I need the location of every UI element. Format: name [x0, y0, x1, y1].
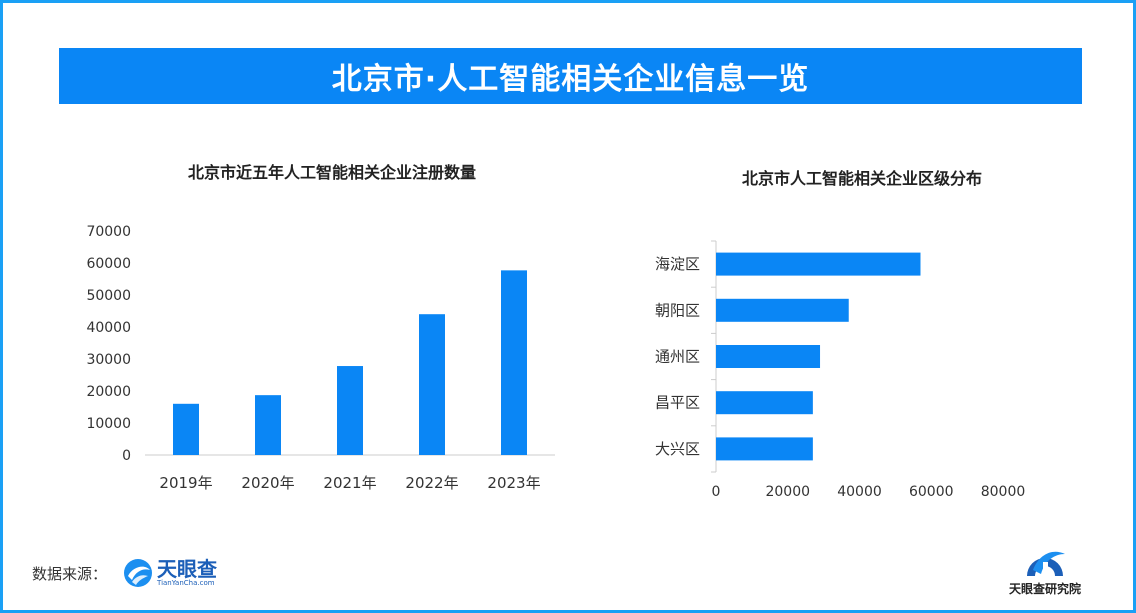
- y-tick-label: 0: [122, 448, 131, 464]
- bar: [716, 345, 821, 368]
- title-banner: 北京市·人工智能相关企业信息一览: [59, 48, 1082, 104]
- y-tick-label: 60000: [86, 256, 131, 272]
- y-category-label: 朝阳区: [655, 301, 700, 319]
- data-source: 数据来源： 天眼查 TianYanCha.com: [32, 558, 217, 588]
- y-tick-label: 50000: [86, 288, 131, 304]
- x-category-label: 2022年: [405, 474, 458, 492]
- x-tick-label: 80000: [981, 484, 1026, 500]
- x-tick-label: 20000: [765, 484, 810, 500]
- institute-emblem-icon: [1027, 551, 1065, 576]
- y-category-label: 通州区: [655, 348, 700, 366]
- source-label: 数据来源：: [32, 564, 108, 583]
- institute-logo: 天眼查研究院: [1004, 540, 1086, 597]
- x-tick-label: 0: [712, 484, 721, 500]
- y-category-label: 大兴区: [655, 440, 700, 458]
- x-tick-label: 40000: [837, 484, 882, 500]
- y-tick-label: 10000: [86, 416, 131, 432]
- bar: [716, 437, 813, 461]
- bar: [419, 314, 445, 455]
- bar: [173, 403, 199, 455]
- x-category-label: 2020年: [241, 474, 294, 492]
- logo-swirl-icon: [124, 559, 153, 587]
- x-category-label: 2019年: [159, 474, 212, 492]
- y-tick-label: 40000: [86, 320, 131, 336]
- bar: [501, 270, 527, 455]
- page-title: 北京市·人工智能相关企业信息一览: [331, 62, 810, 97]
- x-category-label: 2021年: [323, 474, 376, 492]
- institute-name: 天眼查研究院: [1008, 582, 1081, 596]
- brand-subtitle: TianYanCha.com: [157, 578, 215, 587]
- bar: [337, 366, 363, 455]
- bar: [716, 252, 921, 276]
- bar: [716, 391, 813, 415]
- x-category-label: 2023年: [487, 474, 540, 492]
- tianyancha-logo: 天眼查 TianYanCha.com: [123, 558, 217, 588]
- bar: [716, 298, 849, 322]
- y-tick-label: 20000: [86, 384, 131, 400]
- bar-chart-title: 北京市近五年人工智能相关企业注册数量: [188, 163, 477, 182]
- hbar-chart-title: 北京市人工智能相关企业区级分布: [742, 169, 983, 188]
- brand-name: 天眼查: [157, 556, 218, 581]
- y-category-label: 海淀区: [655, 255, 700, 273]
- y-category-label: 昌平区: [655, 394, 700, 412]
- x-tick-label: 60000: [909, 484, 954, 500]
- y-tick-label: 70000: [86, 224, 131, 240]
- y-tick-label: 30000: [86, 352, 131, 368]
- bar: [255, 395, 281, 455]
